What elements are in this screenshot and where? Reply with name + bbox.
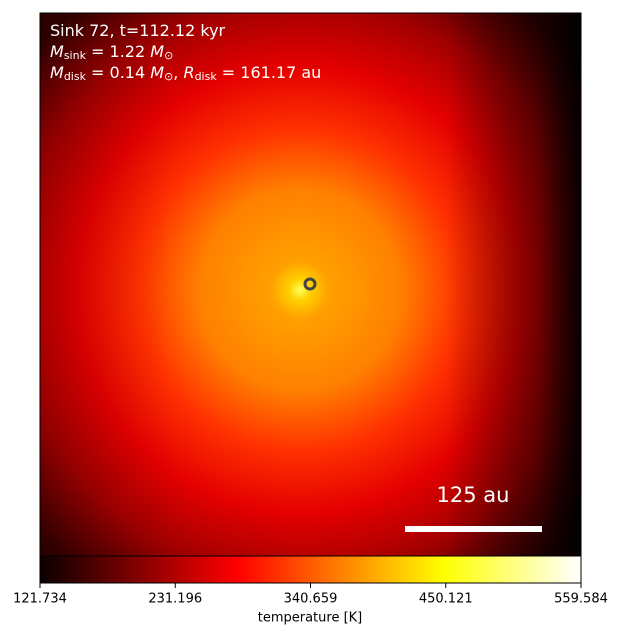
info-text-part: = 0.14: [86, 63, 150, 82]
colorbar-tick-label: 450.121: [419, 592, 473, 607]
info-subscript: sink: [64, 49, 87, 62]
info-subscript: ⊙: [164, 49, 173, 62]
info-line: Msink​ = 1.22 M⊙​: [50, 42, 173, 63]
info-text-part: = 161.17 au: [217, 63, 322, 82]
info-symbol: M: [50, 42, 64, 61]
info-subscript: ⊙: [164, 70, 173, 83]
colorbar-tick-label: 231.196: [148, 592, 202, 607]
info-symbol: M: [150, 63, 164, 82]
info-line: Mdisk​ = 0.14 M⊙​, Rdisk​ = 161.17 au: [50, 63, 321, 84]
info-subscript: disk: [64, 70, 87, 83]
colorbar-label: temperature [K]: [258, 611, 363, 626]
scalebar: [405, 526, 542, 532]
field-shade: [40, 13, 581, 556]
colorbar-tick-label: 121.734: [13, 592, 67, 607]
info-line: Sink 72, t=112.12 kyr: [50, 21, 226, 40]
sink-marker: [303, 277, 317, 291]
info-text-part: = 1.22: [86, 42, 150, 61]
info-text: Sink 72, t=112.12 kyr Msink​ = 1.22 M⊙​Md…: [50, 21, 321, 84]
info-symbol: M: [150, 42, 164, 61]
info-symbol: M: [50, 63, 64, 82]
image: [39, 12, 582, 557]
colorbar-tick-label: 559.584: [554, 592, 608, 607]
info-text-part: ,: [173, 63, 183, 82]
colorbar-tick-label: 340.659: [284, 592, 338, 607]
info-text-part: Sink 72, t=112.12 kyr: [50, 21, 226, 40]
colorbar-ticks: 121.734 231.196 340.659 450.121 559.584: [13, 583, 608, 607]
scalebar-label: 125 au: [437, 483, 510, 507]
colorbar: [39, 555, 582, 584]
info-subscript: disk: [195, 70, 218, 83]
info-symbol: R: [183, 63, 194, 82]
